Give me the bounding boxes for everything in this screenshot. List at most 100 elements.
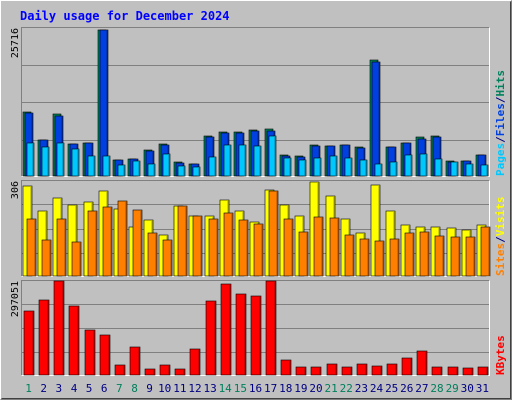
bar-sites-day-21 (329, 217, 340, 277)
day-label-24: 24 (370, 382, 384, 395)
bar-sites-day-29 (450, 236, 461, 277)
bar-pages-day-15 (238, 144, 247, 177)
bar-pages-day-7 (117, 164, 126, 177)
bar-kbytes-day-18 (280, 359, 292, 376)
day-label-4: 4 (71, 382, 78, 395)
bar-kbytes-day-7 (114, 364, 126, 376)
bar-sites-day-23 (359, 238, 370, 277)
bar-sites-day-3 (56, 218, 67, 277)
bar-pages-day-5 (87, 155, 96, 177)
day-label-18: 18 (279, 382, 292, 395)
visits-sites-panel: 306 Sites/Visits (10, 180, 507, 277)
bar-pages-day-22 (344, 157, 353, 177)
bar-sites-day-1 (26, 218, 37, 277)
bar-kbytes-day-6 (99, 334, 111, 376)
bar-pages-day-6 (102, 155, 111, 177)
day-label-23: 23 (355, 382, 368, 395)
bar-pages-day-16 (253, 145, 262, 177)
bar-pages-day-21 (329, 155, 338, 177)
day-labels: 1 2 3 4 5 6 7 8 9 10 11 12 13 14 15 16 17 18 19 20 21 22 23 24 2… (25, 382, 489, 395)
bar-kbytes-day-29 (447, 366, 459, 376)
day-label-13: 13 (203, 382, 216, 395)
bar-pages-day-2 (41, 146, 50, 177)
day-label-12: 12 (188, 382, 201, 395)
day-label-15: 15 (234, 382, 247, 395)
bar-sites-day-6 (102, 206, 113, 277)
chart-title: Daily usage for December 2024 (20, 9, 230, 23)
bar-kbytes-day-10 (159, 364, 171, 376)
legend-slash: / (494, 236, 507, 243)
bar-pages-day-8 (132, 160, 141, 177)
bar-pages-day-31 (480, 164, 489, 177)
bar-sites-day-25 (389, 238, 400, 277)
right-axis-legend: Pages/Files/Hits (494, 70, 507, 176)
bar-pages-day-18 (283, 157, 292, 177)
bar-pages-day-11 (177, 165, 186, 177)
bar-kbytes-day-4 (68, 305, 80, 376)
day-label-8: 8 (131, 382, 138, 395)
kbytes-panel: 297051 KBytes (10, 280, 507, 376)
legend-sites: Sites (494, 243, 507, 276)
bar-kbytes-day-31 (477, 366, 489, 376)
day-label-17: 17 (264, 382, 277, 395)
bar-sites-day-28 (434, 235, 445, 277)
day-label-21: 21 (324, 382, 337, 395)
day-label-31: 31 (476, 382, 489, 395)
bar-pages-day-9 (147, 163, 156, 177)
legend-pages: Pages (494, 143, 507, 176)
day-label-20: 20 (309, 382, 322, 395)
bar-kbytes-day-26 (401, 357, 413, 376)
bar-pages-day-12 (192, 166, 201, 177)
legend-files: Files (494, 103, 507, 136)
day-label-25: 25 (385, 382, 398, 395)
bar-kbytes-day-27 (416, 350, 428, 376)
bar-sites-day-11 (177, 205, 188, 277)
bar-pages-day-14 (223, 144, 232, 177)
bar-pages-day-19 (298, 159, 307, 177)
day-label-1: 1 (25, 382, 32, 395)
bar-sites-day-2 (41, 239, 52, 277)
day-label-10: 10 (158, 382, 171, 395)
bar-sites-day-30 (465, 236, 476, 277)
y-max-label: 25716 (10, 28, 21, 58)
bar-kbytes-day-3 (53, 280, 65, 376)
bar-kbytes-day-20 (310, 366, 322, 376)
plot-bevel-light (21, 180, 490, 277)
plot-bevel-dark (21, 27, 490, 177)
bar-kbytes-day-16 (250, 295, 262, 376)
bar-kbytes-day-28 (431, 366, 443, 376)
day-label-16: 16 (249, 382, 262, 395)
day-label-7: 7 (116, 382, 123, 395)
day-label-2: 2 (40, 382, 47, 395)
y-max-label: 306 (10, 181, 21, 199)
bar-pages-day-28 (434, 158, 443, 177)
bar-pages-day-3 (56, 142, 65, 177)
bar-sites-day-7 (117, 200, 128, 277)
bar-pages-day-30 (465, 163, 474, 177)
day-label-14: 14 (219, 382, 233, 395)
legend-visits: Visits (494, 197, 507, 237)
bar-sites-day-5 (87, 210, 98, 277)
bar-pages-day-20 (313, 157, 322, 177)
plot-bevel-light (21, 280, 490, 376)
day-label-5: 5 (86, 382, 93, 395)
bar-sites-day-17 (268, 190, 279, 277)
bar-sites-day-8 (132, 209, 143, 277)
bar-sites-day-19 (298, 231, 309, 277)
bar-kbytes-day-19 (295, 366, 307, 376)
right-axis-legend: Sites/Visits (494, 197, 507, 277)
legend-kbytes: KBytes (494, 335, 507, 375)
legend-slash: / (494, 96, 507, 103)
bar-pages-day-13 (208, 156, 217, 177)
day-label-26: 26 (400, 382, 413, 395)
day-label-28: 28 (430, 382, 443, 395)
bar-kbytes-day-25 (386, 363, 398, 376)
bar-pages-day-27 (419, 153, 428, 177)
bar-kbytes-day-11 (174, 368, 186, 376)
plot-bevel-light (21, 27, 490, 177)
bar-pages-day-10 (162, 153, 171, 177)
